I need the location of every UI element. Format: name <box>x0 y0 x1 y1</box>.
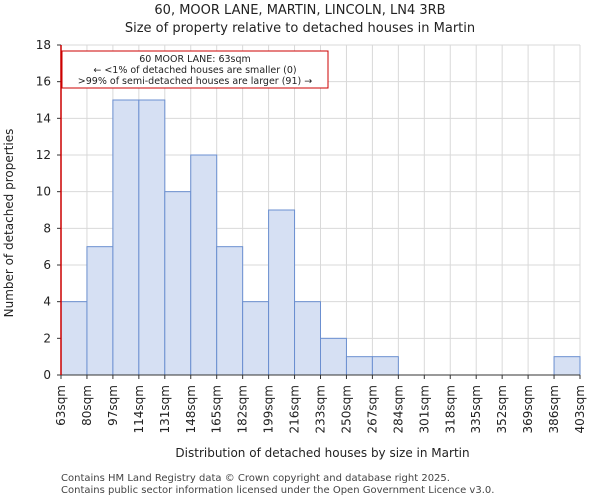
footer-copyright: Contains HM Land Registry data © Crown c… <box>61 473 450 484</box>
x-tick-label: 216sqm <box>288 385 302 433</box>
y-tick-label: 8 <box>43 221 51 235</box>
histogram-bar <box>553 356 581 376</box>
x-tick-label: 63sqm <box>54 385 68 426</box>
y-tick-label: 12 <box>36 148 51 162</box>
x-tick-label: 233sqm <box>314 385 328 433</box>
annotation-line-1: 60 MOOR LANE: 63sqm <box>139 54 251 65</box>
annotation-box <box>61 50 329 89</box>
histogram-bar <box>86 246 114 376</box>
x-tick-label: 199sqm <box>262 385 276 433</box>
x-tick-label: 165sqm <box>210 385 224 433</box>
chart-title: Size of property relative to detached ho… <box>124 21 476 36</box>
histogram-bar <box>216 246 244 376</box>
histogram-bar <box>164 191 192 376</box>
x-tick-label: 352sqm <box>495 385 509 433</box>
y-tick-label: 16 <box>36 75 51 89</box>
x-tick-label: 80sqm <box>80 385 94 426</box>
y-tick-label: 2 <box>43 331 51 345</box>
x-tick-label: 250sqm <box>339 385 353 433</box>
x-tick-label: 403sqm <box>573 385 587 433</box>
y-tick-label: 6 <box>43 258 51 272</box>
y-tick-label: 18 <box>36 38 51 52</box>
chart-title-address: 60, MOOR LANE, MARTIN, LINCOLN, LN4 3RB <box>154 3 446 18</box>
y-axis-title: Number of detached properties <box>2 129 16 318</box>
histogram-bar <box>320 337 347 376</box>
y-tick-label: 10 <box>36 185 51 199</box>
footer-licence: Contains public sector information licen… <box>61 485 495 496</box>
histogram-bar <box>112 99 140 376</box>
histogram-bar <box>138 99 166 376</box>
histogram-bar <box>371 356 399 376</box>
y-tick-label: 4 <box>43 295 51 309</box>
y-tick-label: 0 <box>43 368 51 382</box>
annotation-line-3: >99% of semi-detached houses are larger … <box>78 76 312 87</box>
y-tick-label: 14 <box>36 111 51 125</box>
x-tick-label: 148sqm <box>184 385 198 433</box>
x-tick-label: 182sqm <box>236 385 250 433</box>
x-axis-title: Distribution of detached houses by size … <box>175 446 469 460</box>
x-tick-label: 131sqm <box>158 385 172 433</box>
histogram-bar <box>294 301 321 376</box>
x-tick-label: 318sqm <box>443 385 457 433</box>
x-tick-label: 284sqm <box>391 385 405 433</box>
histogram-bar <box>268 209 296 376</box>
histogram-chart: 0 2 4 6 8 10 12 14 16 18 63sqm 80sqm 97sqm 114sqm 131s… <box>2 38 587 460</box>
annotation-line-2: ← <1% of detached houses are smaller (0) <box>93 65 296 76</box>
histogram-bar <box>345 356 373 376</box>
x-tick-label: 369sqm <box>521 385 535 433</box>
x-tick-label: 335sqm <box>469 385 483 433</box>
histogram-bar <box>242 301 270 376</box>
x-tick-label: 301sqm <box>417 385 431 433</box>
x-tick-label: 267sqm <box>365 385 379 433</box>
histogram-bar <box>190 154 218 376</box>
x-tick-label: 97sqm <box>106 385 120 426</box>
x-tick-label: 386sqm <box>547 385 561 433</box>
histogram-bar <box>60 301 88 376</box>
x-tick-label: 114sqm <box>132 385 146 433</box>
